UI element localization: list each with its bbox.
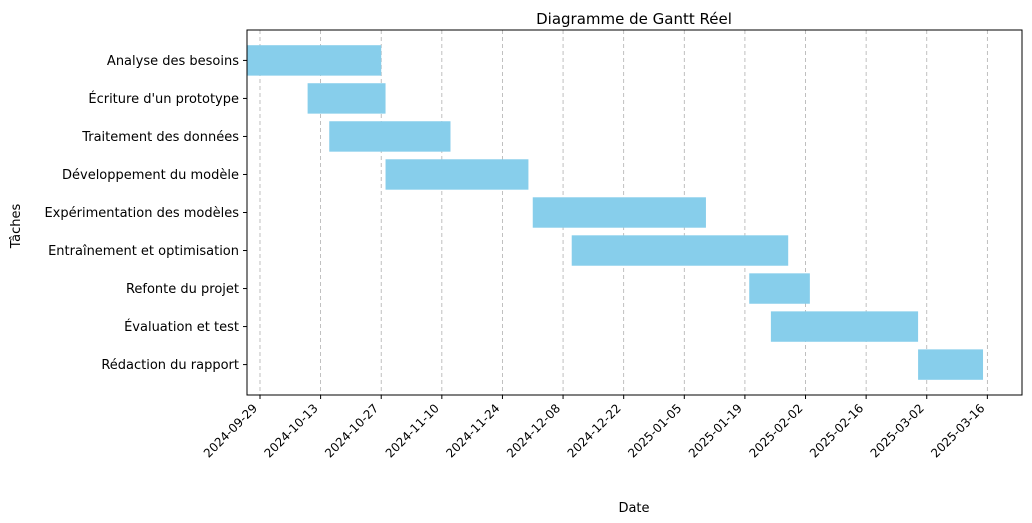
task-bar	[770, 311, 919, 342]
chart-title: Diagramme de Gantt Réel	[536, 10, 732, 28]
task-bar	[918, 349, 984, 380]
x-tick-label: 2025-01-05	[625, 401, 684, 460]
task-label: Écriture d'un prototype	[88, 91, 239, 107]
task-bar	[385, 159, 529, 190]
task-bar	[532, 197, 706, 228]
task-label: Développement du modèle	[62, 168, 239, 183]
x-tick-label: 2024-10-27	[322, 401, 381, 460]
task-label: Traitement des données	[81, 130, 239, 145]
x-tick-label: 2025-03-16	[928, 401, 987, 460]
task-label: Refonte du projet	[126, 282, 239, 297]
axis-ticks: 2024-09-29 2024-10-13 2024-10-27 2024-11-10…	[44, 54, 988, 460]
x-tick-label: 2024-10-13	[262, 401, 321, 460]
x-tick-label: 2025-02-16	[807, 401, 866, 460]
task-bar	[571, 235, 789, 266]
task-label: Entraînement et optimisation	[48, 244, 239, 259]
x-tick-label: 2025-02-02	[746, 401, 805, 460]
task-bar	[307, 83, 386, 114]
x-tick-label: 2024-12-08	[504, 401, 563, 460]
task-bar	[749, 273, 810, 304]
x-tick-label: 2025-01-19	[686, 401, 745, 460]
task-label: Rédaction du rapport	[101, 358, 239, 373]
x-tick-label: 2024-11-24	[443, 401, 502, 460]
x-axis-label: Date	[618, 501, 649, 516]
task-label: Évaluation et test	[124, 319, 239, 335]
y-axis-label: Tâches	[9, 204, 24, 250]
x-tick-label: 2024-09-29	[201, 401, 260, 460]
task-bar	[247, 45, 382, 76]
task-bars	[247, 45, 984, 380]
task-bar	[329, 121, 451, 152]
task-label: Analyse des besoins	[107, 54, 239, 69]
x-tick-label: 2025-03-02	[868, 401, 927, 460]
x-tick-label: 2024-11-10	[383, 401, 442, 460]
x-tick-label: 2024-12-22	[565, 401, 624, 460]
task-label: Expérimentation des modèles	[44, 206, 239, 221]
